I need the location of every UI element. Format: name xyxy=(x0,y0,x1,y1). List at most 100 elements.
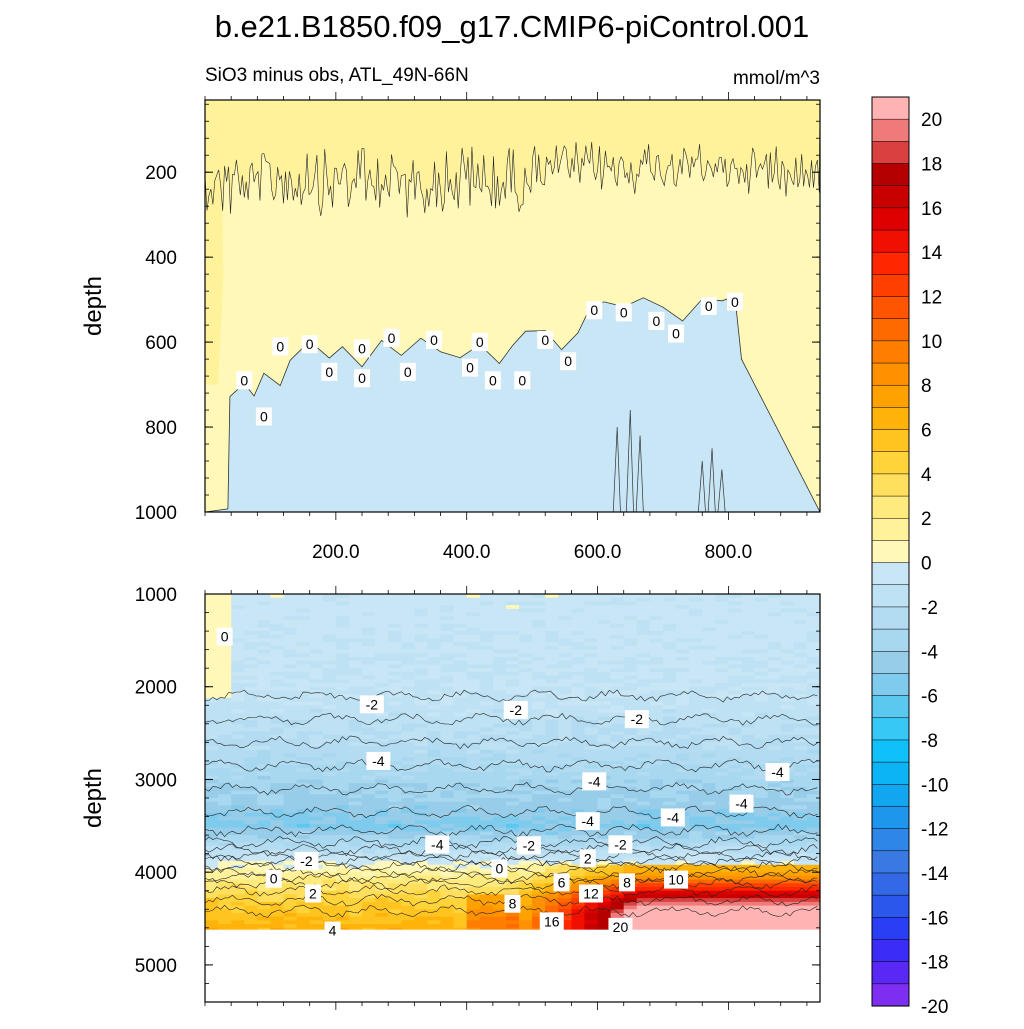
lower-cell xyxy=(689,727,703,732)
lower-cell xyxy=(663,638,677,643)
lower-cell xyxy=(702,816,716,821)
lower-cell xyxy=(741,824,756,829)
lower-cell xyxy=(663,738,677,743)
lower-cell xyxy=(636,612,651,617)
lower-cell xyxy=(401,686,415,691)
lower-cell xyxy=(296,898,311,903)
lower-cell xyxy=(584,601,599,606)
lower-cell xyxy=(244,620,258,625)
lower-cell xyxy=(479,709,494,714)
lower-cell xyxy=(663,798,677,803)
lower-cell xyxy=(414,620,428,625)
lower-cell xyxy=(728,608,742,613)
lower-cell xyxy=(597,760,612,766)
lower-cell xyxy=(584,768,599,773)
lower-cell xyxy=(479,816,494,821)
lower-cell xyxy=(584,623,599,628)
lower-cell xyxy=(806,697,820,703)
lower-cell xyxy=(506,612,520,617)
lower-cell xyxy=(506,675,520,680)
lower-cell xyxy=(270,816,284,821)
lower-cell xyxy=(663,601,677,606)
lower-cell xyxy=(322,786,337,792)
lower-cell xyxy=(597,675,612,680)
lower-cell xyxy=(532,738,546,743)
lower-cell xyxy=(401,716,415,721)
lower-cell xyxy=(728,683,742,688)
lower-cell xyxy=(322,738,337,743)
lower-cell xyxy=(309,623,324,628)
lower-cell xyxy=(492,705,507,710)
lower-cell xyxy=(519,775,533,780)
lower-cell xyxy=(375,608,389,613)
lower-cell xyxy=(519,779,533,784)
lower-cell xyxy=(597,683,612,688)
lower-cell xyxy=(453,723,468,728)
lower-cell xyxy=(218,723,232,728)
lower-cell xyxy=(649,694,664,699)
lower-cell xyxy=(793,760,808,766)
upper-contour-label-bg xyxy=(383,328,400,347)
lower-cell xyxy=(584,660,599,665)
lower-cell xyxy=(689,623,703,628)
lower-cell xyxy=(754,709,769,714)
lower-cell xyxy=(676,798,690,803)
lower-cell xyxy=(767,872,782,877)
lower-cell xyxy=(283,849,298,855)
lower-cell xyxy=(571,790,585,795)
lower-cell xyxy=(427,608,441,613)
lower-cell xyxy=(466,642,481,647)
lower-cell xyxy=(793,838,808,843)
lower-cell xyxy=(584,872,599,877)
lower-cell xyxy=(715,620,729,625)
lower-cell xyxy=(427,920,441,925)
lower-cell xyxy=(754,727,769,732)
lower-cell xyxy=(362,924,376,929)
lower-cell xyxy=(270,683,284,688)
lower-cell xyxy=(636,675,651,680)
y-tick-label: 200 xyxy=(145,163,177,184)
lower-cell xyxy=(728,842,742,847)
lower-cell xyxy=(492,835,507,840)
lower-cell xyxy=(218,831,232,836)
lower-cell xyxy=(231,749,245,754)
lower-cell xyxy=(806,675,820,680)
lower-cell xyxy=(362,690,376,695)
lower-cell xyxy=(492,694,507,699)
lower-cell xyxy=(584,668,599,673)
lower-cell xyxy=(741,660,756,665)
lower-cell xyxy=(610,816,625,821)
lower-cell xyxy=(335,731,350,736)
lower-cell xyxy=(519,820,533,825)
lower-cell xyxy=(479,594,494,599)
lower-cell xyxy=(754,872,769,877)
lower-cell xyxy=(401,901,415,907)
lower-cell xyxy=(571,753,585,758)
lower-cell xyxy=(205,835,219,840)
lower-cell xyxy=(806,631,820,636)
lower-cell xyxy=(440,887,455,892)
lower-cell xyxy=(663,913,677,918)
lower-cell xyxy=(741,853,756,858)
lower-cell xyxy=(610,757,625,762)
lower-cell xyxy=(793,783,808,788)
lower-cell xyxy=(663,620,677,625)
lower-cell xyxy=(492,927,507,931)
lower-cell xyxy=(689,898,703,903)
lower-cell xyxy=(610,694,625,699)
lower-cell xyxy=(453,861,468,866)
lower-cell xyxy=(558,835,572,840)
lower-cell xyxy=(532,623,546,628)
lower-cell xyxy=(532,746,546,751)
lower-cell xyxy=(270,597,284,602)
colorbar-swatch xyxy=(871,429,910,453)
lower-cell xyxy=(388,757,402,762)
lower-cell xyxy=(309,820,324,825)
lower-cell xyxy=(663,898,677,903)
lower-cell xyxy=(270,916,284,921)
lower-cell xyxy=(780,694,795,699)
lower-cell xyxy=(545,835,559,840)
lower-cell xyxy=(532,616,546,621)
lower-cell xyxy=(754,875,769,881)
lower-cell xyxy=(715,660,729,665)
